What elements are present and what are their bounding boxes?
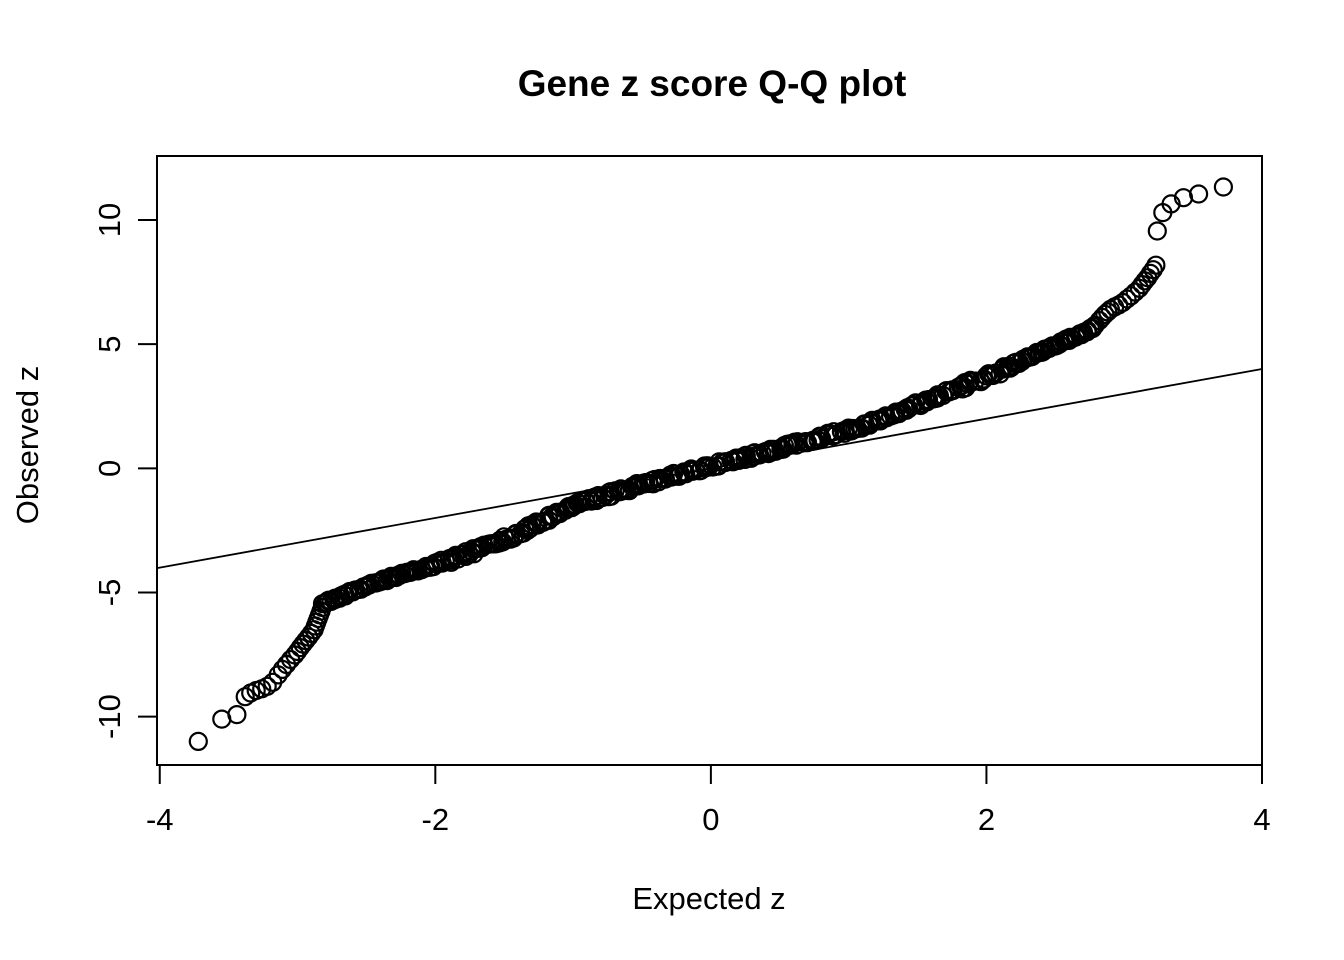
x-tick-label: 0 <box>702 802 719 837</box>
plot-box <box>156 155 1263 766</box>
y-tick-label: -10 <box>92 694 127 739</box>
y-tick-label: -5 <box>92 579 127 607</box>
y-tick-label: 0 <box>92 460 127 477</box>
chart-title: Gene z score Q-Q plot <box>518 63 907 104</box>
x-tick-label: -2 <box>422 802 450 837</box>
data-point <box>1161 194 1181 214</box>
y-tick-label: 5 <box>92 336 127 353</box>
data-point <box>227 704 247 725</box>
data-point <box>1147 221 1167 241</box>
x-tick-label: 2 <box>978 802 995 837</box>
data-point <box>442 550 462 570</box>
data-point <box>235 687 255 707</box>
reference-line <box>156 368 1263 570</box>
y-tick-label: 10 <box>92 203 127 237</box>
y-axis-label: Observed z <box>10 366 45 525</box>
data-point <box>312 597 332 618</box>
x-axis-label: Expected z <box>632 881 785 916</box>
data-point <box>188 731 208 752</box>
data-point <box>257 676 277 696</box>
data-point <box>1213 177 1234 197</box>
data-point <box>1188 184 1209 204</box>
x-tick-label: 4 <box>1253 802 1270 837</box>
data-point <box>1146 255 1166 275</box>
x-tick-label: -4 <box>146 802 174 837</box>
data-point <box>862 410 882 430</box>
data-point <box>1143 260 1163 280</box>
